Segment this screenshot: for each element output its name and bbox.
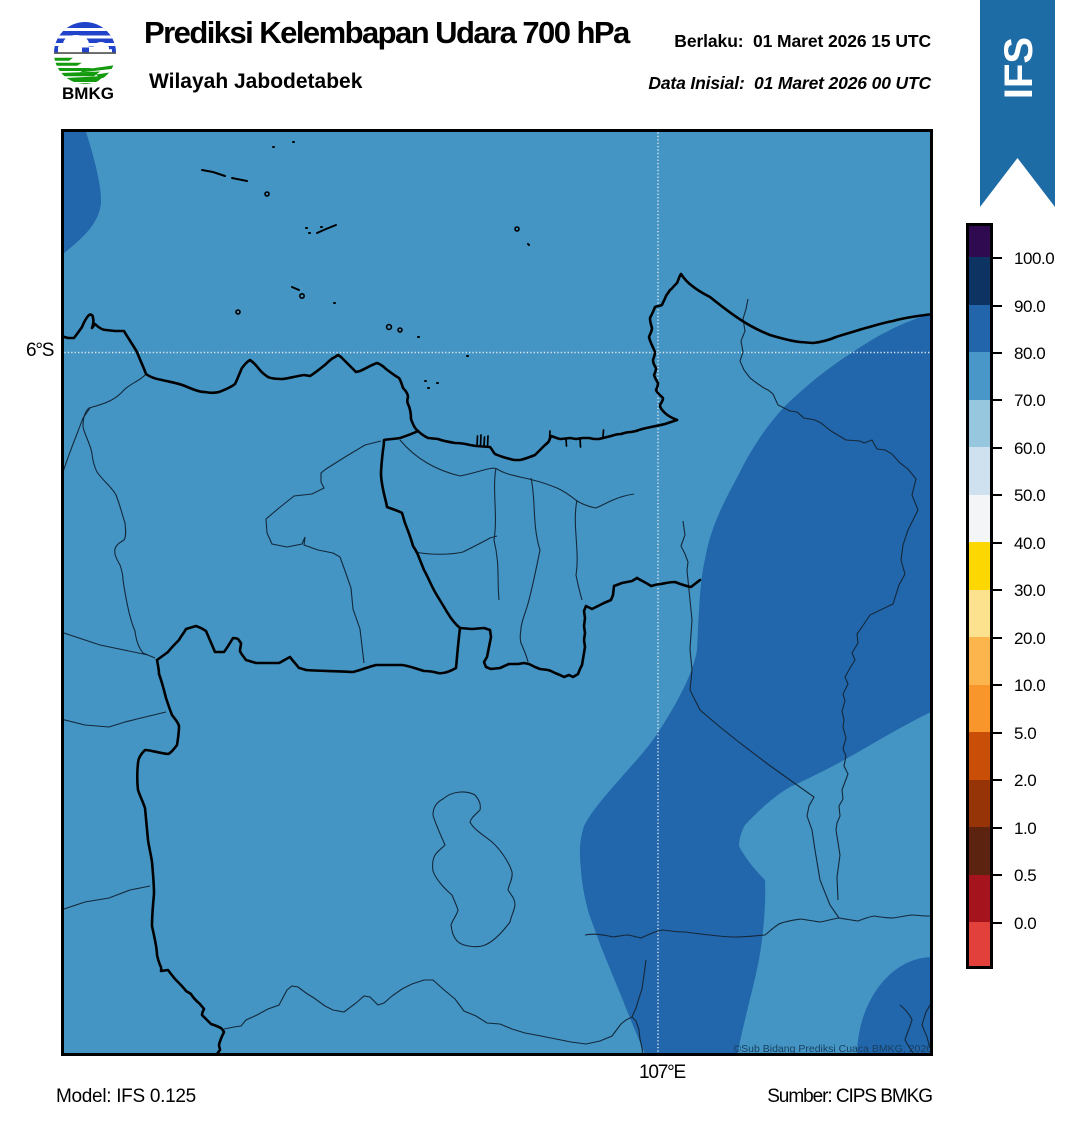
svg-text:IFS: IFS [997, 37, 1041, 99]
svg-text:©Sub Bidang Prediksi Cuaca BMK: ©Sub Bidang Prediksi Cuaca BMKG, 2026 [733, 1043, 932, 1055]
